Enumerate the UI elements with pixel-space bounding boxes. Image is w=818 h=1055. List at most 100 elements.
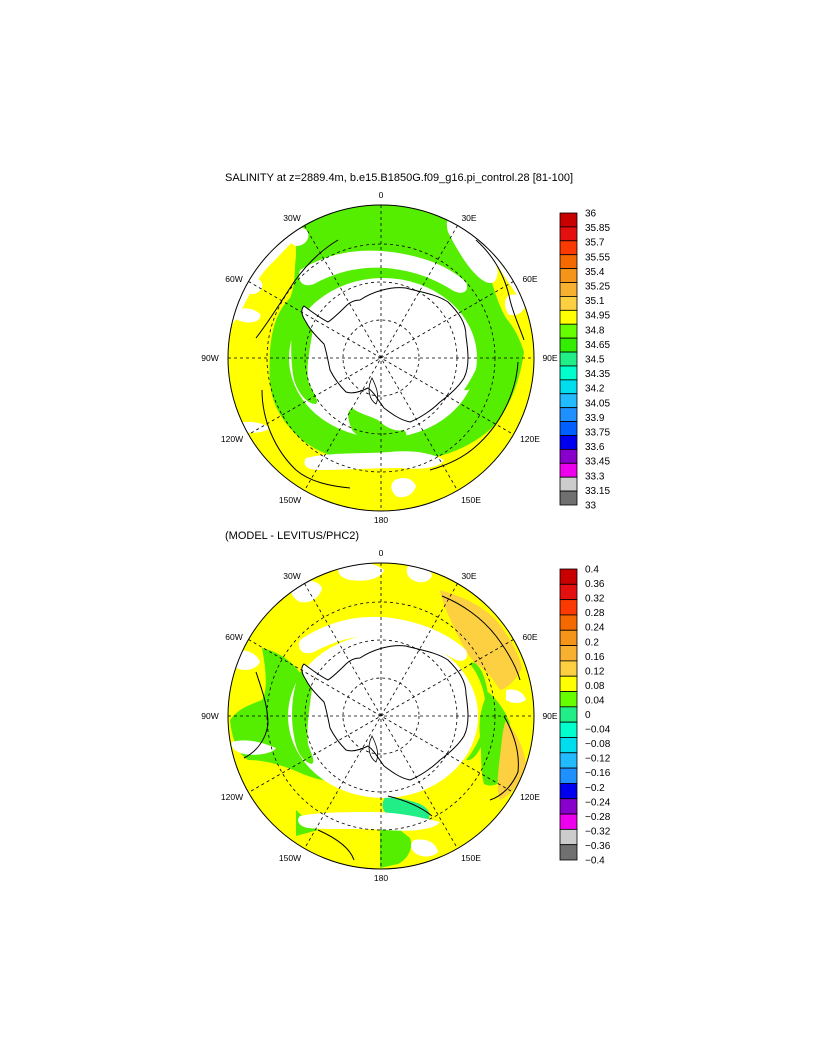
colorbar2-tick-label: 0.2: [585, 637, 599, 648]
colorbar2-tick-label: 0.24: [585, 623, 605, 634]
lon-label-0: 0: [379, 548, 384, 558]
colorbar1-tick-label: 34.5: [585, 355, 605, 366]
colorbar1-tick-label: 34.95: [585, 311, 610, 322]
colorbar2-swatch: [559, 583, 578, 601]
colorbar1-swatch: [559, 240, 578, 256]
colorbar1-tick-label: 35.25: [585, 282, 610, 293]
colorbar2-swatch: [559, 691, 578, 708]
colorbar2-swatch: [559, 844, 578, 861]
colorbar2-swatch: [559, 798, 578, 815]
lon-label-60e: 60E: [522, 274, 537, 284]
colorbar2-tick-label: −0.4: [585, 856, 605, 867]
colorbar1-swatch: [559, 309, 578, 325]
colorbar1-tick-label: 35.4: [585, 267, 605, 278]
colorbar2-tick-label: −0.32: [585, 826, 611, 837]
colorbar1-tick-label: 34.2: [585, 384, 605, 395]
antarctica-coastline-2: [301, 645, 469, 781]
colorbar1-tick-label: 35.7: [585, 238, 605, 249]
colorbar1-swatch: [559, 421, 578, 436]
colorbar2-tick-label: 0.08: [585, 681, 605, 692]
colorbar2-swatch: [559, 706, 578, 723]
colorbar1-swatch: [559, 365, 578, 381]
colorbar2-tick-label: 0.36: [585, 579, 605, 590]
colorbar2-swatch: [559, 599, 578, 616]
colorbar1-tick-label: 35.55: [585, 252, 610, 263]
lon-label-30e: 30E: [461, 213, 476, 223]
colorbar2-tick-label: 0.04: [585, 695, 605, 706]
salinity-map: [227, 204, 535, 512]
difference-map: [227, 562, 535, 870]
colorbar2-tick-label: 0: [585, 710, 591, 721]
lon-label-150w: 150W: [279, 495, 301, 505]
colorbar1-tick-label: 33.15: [585, 486, 610, 497]
colorbar1-swatch: [559, 462, 578, 478]
colorbar2-swatch: [559, 660, 578, 677]
colorbar2-tick-label: 0.32: [585, 594, 605, 605]
colorbar2-tick-label: 0.16: [585, 652, 605, 663]
colorbar2-swatch: [559, 645, 578, 662]
colorbar1-swatch: [559, 435, 578, 450]
colorbar1-tick-label: 34.05: [585, 398, 610, 409]
colorbar2-swatch: [559, 675, 578, 692]
colorbar2-tick-label: 0.12: [585, 666, 605, 677]
colorbar2-swatch: [559, 767, 578, 784]
lon-label-120e: 120E: [520, 434, 540, 444]
lon-labels-panel2: 0 30E 60E 90E 120E 150E 180 150W 120W 90…: [201, 548, 558, 883]
colorbar-difference: 0.4 0.36 0.32 0.28 0.24 0.2 0.16 0.12 0.08 0.04 0 −…: [559, 565, 611, 867]
lon-labels-panel1: 0 30E 60E 90E 120E 150E 180 150W 120W 90…: [201, 190, 558, 525]
colorbar1-tick-label: 34.35: [585, 369, 610, 380]
colorbar1-tick-label: 34.8: [585, 325, 605, 336]
lon-label-120w: 120W: [221, 434, 243, 444]
colorbar2-swatch: [559, 614, 578, 631]
colorbar2-tick-label: −0.2: [585, 783, 605, 794]
panel1-title: SALINITY at z=2889.4m, b.e15.B1850G.f09_…: [225, 172, 573, 184]
colorbar1-tick-label: 33.45: [585, 457, 610, 468]
lon-label-60w: 60W: [225, 274, 242, 284]
colorbar1-swatch: [559, 490, 578, 506]
colorbar1-swatch: [559, 254, 578, 270]
colorbar-salinity: 36 35.85 35.7 35.55 35.4 35.25 35.1 34.95 34.8 34…: [559, 209, 610, 512]
lon-label-150w: 150W: [279, 853, 301, 863]
lon-label-180: 180: [374, 873, 388, 883]
colorbar1-swatch: [559, 448, 578, 464]
orange-region-e: [497, 720, 526, 800]
orange-region-ne: [440, 590, 522, 690]
colorbar1-tick-label: 35.1: [585, 296, 605, 307]
lon-label-90e: 90E: [542, 711, 557, 721]
colorbar1-swatch: [559, 323, 578, 339]
colorbar1-swatch: [559, 226, 578, 242]
colorbar1-tick-label: 33.75: [585, 428, 610, 439]
colorbar1-tick-label: 36: [585, 209, 597, 220]
colorbar1-swatch: [559, 337, 578, 353]
colorbar2-tick-label: −0.16: [585, 768, 611, 779]
colorbar2-swatch: [559, 737, 578, 754]
colorbar1-swatch: [559, 379, 578, 395]
antarctica-coastline: [301, 287, 469, 423]
lon-label-90e: 90E: [542, 353, 557, 363]
colorbar2-swatch: [559, 813, 578, 830]
colorbar1-swatch: [559, 407, 578, 422]
colorbar1-swatch: [559, 393, 578, 409]
colorbar1-swatch: [559, 296, 578, 311]
colorbar2-tick-label: −0.08: [585, 739, 611, 750]
colorbar2-swatch: [559, 721, 578, 738]
lon-label-180: 180: [374, 515, 388, 525]
lon-label-0: 0: [379, 190, 384, 200]
colorbar1-swatch: [559, 282, 578, 297]
lon-label-90w: 90W: [201, 353, 218, 363]
colorbar1-tick-label: 33: [585, 501, 597, 512]
colorbar2-tick-label: −0.28: [585, 812, 611, 823]
lon-label-60w: 60W: [225, 632, 242, 642]
lon-label-60e: 60E: [522, 632, 537, 642]
colorbar1-tick-label: 34.65: [585, 340, 610, 351]
colorbar1-tick-label: 35.85: [585, 223, 610, 234]
colorbar1-tick-label: 33.6: [585, 442, 605, 453]
colorbar2-tick-label: 0.28: [585, 608, 605, 619]
colorbar2-tick-label: −0.36: [585, 841, 611, 852]
lon-label-30w: 30W: [283, 571, 300, 581]
lon-label-30e: 30E: [461, 571, 476, 581]
colorbar2-swatch: [559, 629, 578, 646]
colorbar1-swatch: [559, 212, 578, 228]
colorbar1-swatch: [559, 476, 578, 492]
